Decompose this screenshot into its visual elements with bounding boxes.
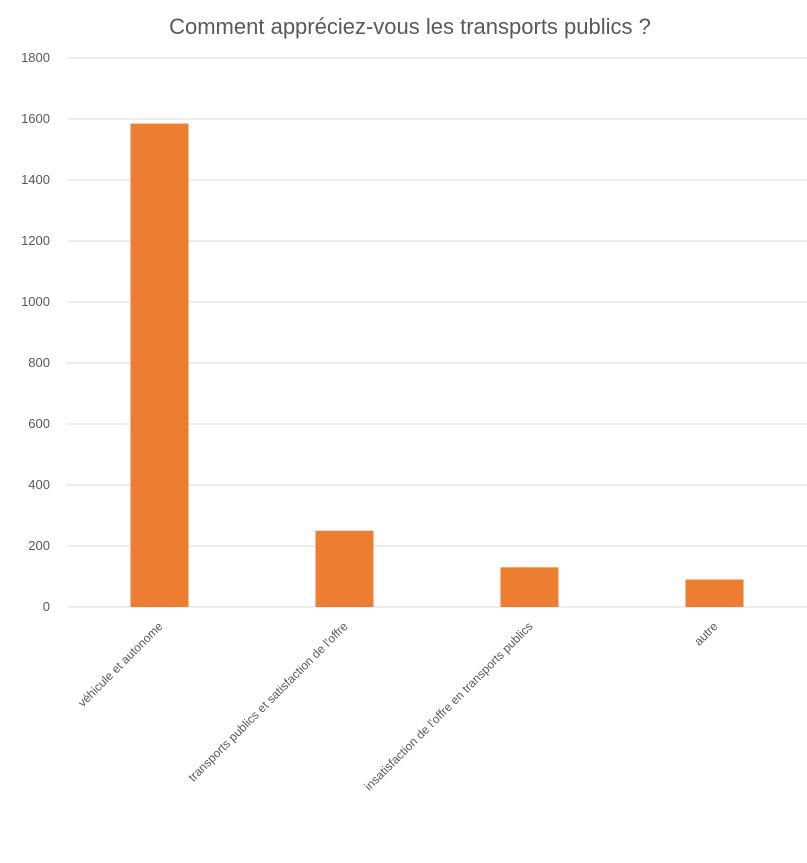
bar: [315, 530, 374, 607]
bar: [500, 567, 559, 607]
y-tick-label: 0: [43, 599, 50, 614]
y-tick-label: 400: [28, 477, 50, 492]
y-tick-label: 600: [28, 416, 50, 431]
gridlines: [67, 57, 807, 608]
chart-title: Comment appréciez-vous les transports pu…: [169, 14, 651, 39]
y-tick-label: 1000: [21, 294, 50, 309]
y-tick-label: 800: [28, 355, 50, 370]
bar: [685, 579, 744, 607]
y-axis-ticks: 0 200 400 600 800 1000 1200 1400 1600 1800: [21, 50, 50, 614]
y-tick-label: 1400: [21, 172, 50, 187]
x-category-label: véhicule et autonome: [75, 619, 166, 710]
y-tick-label: 1600: [21, 111, 50, 126]
bars: [130, 123, 744, 607]
x-axis-labels: véhicule et autonome transports publics e…: [75, 619, 721, 793]
x-category-label: transports publics et satisfaction de l'…: [186, 619, 351, 784]
x-category-label: autre: [691, 619, 720, 648]
x-category-label: insatisfaction de l'offre en transports …: [362, 619, 536, 793]
y-tick-label: 200: [28, 538, 50, 553]
bar: [130, 123, 189, 607]
y-tick-label: 1200: [21, 233, 50, 248]
y-tick-label: 1800: [21, 50, 50, 65]
